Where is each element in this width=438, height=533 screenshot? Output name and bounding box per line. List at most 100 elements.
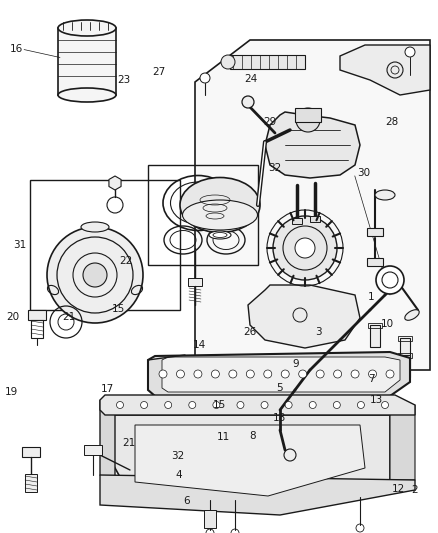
Text: 2: 2 (412, 486, 418, 495)
Circle shape (177, 370, 184, 378)
Ellipse shape (183, 200, 258, 230)
Text: 31: 31 (13, 240, 26, 250)
Polygon shape (265, 112, 360, 178)
Circle shape (159, 370, 167, 378)
Circle shape (47, 227, 143, 323)
Bar (22, 447, 40, 457)
Bar (310, 216, 320, 222)
Circle shape (194, 370, 202, 378)
Ellipse shape (81, 222, 109, 232)
Bar (367, 228, 383, 236)
Circle shape (200, 73, 210, 83)
Circle shape (333, 401, 340, 408)
Circle shape (376, 266, 404, 294)
Text: 19: 19 (5, 387, 18, 397)
Polygon shape (100, 475, 415, 515)
Text: 5: 5 (276, 383, 283, 393)
Text: 20: 20 (7, 312, 20, 321)
Circle shape (334, 370, 342, 378)
Circle shape (237, 401, 244, 408)
Polygon shape (195, 40, 430, 370)
Circle shape (357, 401, 364, 408)
Text: 3: 3 (315, 327, 322, 336)
Polygon shape (105, 415, 390, 510)
Text: 24: 24 (244, 74, 258, 84)
Bar (367, 258, 383, 266)
Text: 13: 13 (370, 395, 383, 405)
Polygon shape (162, 357, 400, 392)
Circle shape (295, 238, 315, 258)
Circle shape (405, 47, 415, 57)
Ellipse shape (58, 20, 116, 36)
Polygon shape (340, 45, 430, 95)
Text: 18: 18 (272, 414, 286, 423)
Ellipse shape (58, 88, 116, 102)
Text: 11: 11 (217, 432, 230, 442)
Polygon shape (390, 405, 415, 480)
Bar (398, 336, 412, 341)
Circle shape (212, 370, 219, 378)
Bar (400, 355, 410, 377)
Circle shape (273, 216, 337, 280)
Text: 32: 32 (268, 163, 281, 173)
Circle shape (117, 401, 124, 408)
Text: 17: 17 (101, 384, 114, 394)
Circle shape (387, 62, 403, 78)
Bar (58, 28, 116, 95)
Ellipse shape (209, 231, 231, 239)
Circle shape (221, 55, 235, 69)
Bar (295, 108, 321, 122)
Bar (188, 278, 202, 286)
Circle shape (165, 401, 172, 408)
Bar (148, 165, 258, 265)
Ellipse shape (405, 310, 419, 320)
Circle shape (285, 401, 292, 408)
Bar (204, 510, 216, 528)
Circle shape (368, 370, 377, 378)
Text: 29: 29 (263, 117, 276, 126)
Circle shape (242, 96, 254, 108)
Text: 6: 6 (183, 496, 190, 506)
Circle shape (229, 370, 237, 378)
Polygon shape (109, 176, 121, 190)
Polygon shape (100, 395, 415, 415)
Text: 8: 8 (249, 431, 255, 441)
Circle shape (296, 108, 320, 132)
Ellipse shape (375, 190, 395, 200)
Text: 27: 27 (152, 67, 166, 77)
Circle shape (299, 370, 307, 378)
Circle shape (141, 401, 148, 408)
Bar (368, 323, 382, 328)
Bar (292, 218, 302, 224)
Text: 4: 4 (175, 471, 182, 480)
Ellipse shape (180, 177, 260, 232)
Text: 9: 9 (293, 359, 299, 368)
Text: 32: 32 (171, 451, 184, 461)
Text: 15: 15 (112, 304, 125, 314)
Bar (400, 338, 410, 360)
Text: 21: 21 (123, 439, 136, 448)
Text: 28: 28 (385, 117, 399, 126)
Bar (230, 55, 305, 69)
Polygon shape (135, 425, 365, 496)
Text: 30: 30 (357, 168, 370, 178)
Text: 12: 12 (392, 484, 405, 494)
Polygon shape (100, 400, 115, 490)
Circle shape (351, 370, 359, 378)
Text: 1: 1 (368, 293, 374, 302)
Text: 7: 7 (368, 375, 374, 384)
Circle shape (246, 370, 254, 378)
Text: 23: 23 (117, 75, 131, 85)
Bar (30, 180, 180, 310)
Text: 21: 21 (62, 312, 75, 321)
Circle shape (189, 401, 196, 408)
Bar (28, 310, 46, 320)
Bar (370, 325, 380, 347)
Circle shape (316, 370, 324, 378)
Text: 16: 16 (10, 44, 23, 54)
Bar (25, 474, 37, 492)
Circle shape (261, 401, 268, 408)
Polygon shape (248, 285, 360, 348)
Text: 15: 15 (212, 400, 226, 410)
Bar (31, 320, 43, 338)
